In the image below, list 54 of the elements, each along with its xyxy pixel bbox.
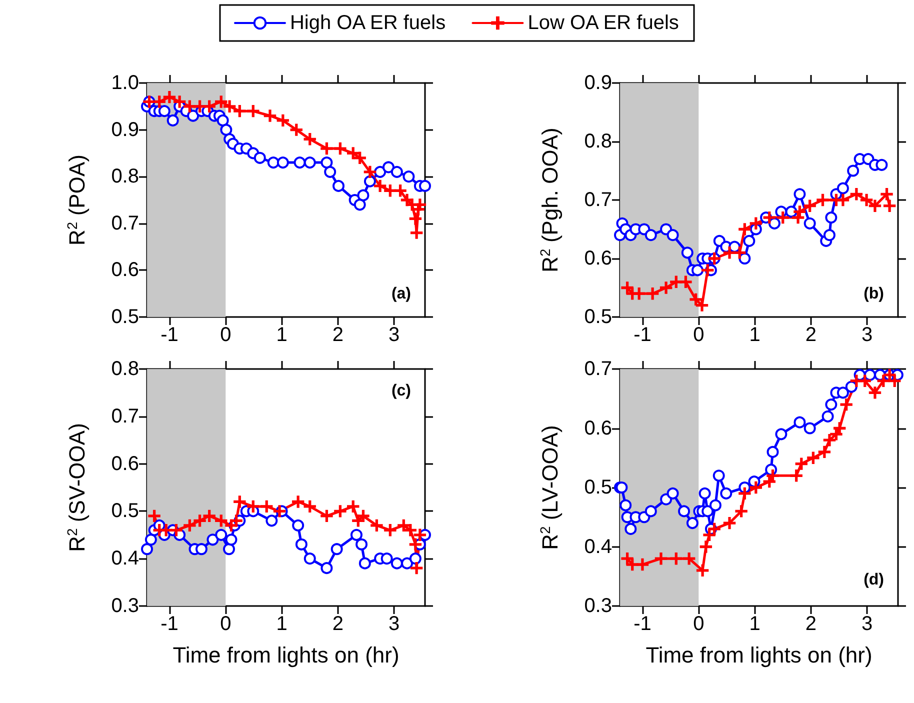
x-tick-label: 1 bbox=[749, 613, 760, 635]
y-tick-label: 0.5 bbox=[111, 500, 139, 522]
x-tick-label: 3 bbox=[388, 613, 400, 635]
annotation: (d) bbox=[864, 572, 884, 588]
y-tick-label: 0.8 bbox=[111, 166, 139, 188]
y-tick-label: 0.7 bbox=[584, 189, 612, 211]
x-tick-label: 0 bbox=[220, 324, 232, 346]
y-axis-title: R2 (SV-OOA) bbox=[64, 423, 90, 552]
y-tick-label: 0.7 bbox=[584, 358, 612, 380]
y-tick-label: 0.5 bbox=[584, 306, 612, 328]
x-tick-label: 0 bbox=[220, 613, 232, 635]
x-tick-label: 2 bbox=[805, 613, 817, 635]
y-tick-label: 1.0 bbox=[111, 72, 139, 94]
y-tick-label: 0.6 bbox=[584, 417, 612, 440]
y-tick-label: 0.4 bbox=[111, 548, 139, 570]
x-tick-label: 0 bbox=[693, 324, 704, 346]
x-tick-label: 2 bbox=[805, 324, 817, 346]
x-tick-label: 1 bbox=[276, 613, 288, 635]
y-tick-label: 0.5 bbox=[111, 306, 139, 328]
y-tick-label: 0.6 bbox=[584, 248, 612, 270]
x-tick-label: -1 bbox=[634, 613, 652, 635]
y-tick-label: 0.7 bbox=[111, 212, 139, 234]
annotation: (a) bbox=[391, 286, 411, 302]
y-tick-label: 0.6 bbox=[111, 452, 139, 475]
x-tick-label: 3 bbox=[862, 613, 873, 635]
x-tick-label: 1 bbox=[749, 324, 760, 346]
y-axis-title: R2 (POA) bbox=[64, 154, 90, 246]
legend-label: Low OA ER fuels bbox=[528, 12, 679, 34]
y-tick-label: 0.8 bbox=[584, 130, 612, 152]
x-tick-label: 0 bbox=[693, 613, 704, 635]
y-tick-label: 0.6 bbox=[111, 259, 139, 282]
x-tick-label: 3 bbox=[862, 324, 873, 346]
x-tick-label: 2 bbox=[332, 324, 344, 346]
x-tick-label: 1 bbox=[276, 324, 288, 346]
y-tick-label: 0.7 bbox=[111, 405, 139, 428]
y-tick-label: 0.5 bbox=[584, 476, 612, 498]
annotation: (c) bbox=[391, 382, 411, 400]
x-tick-label: -1 bbox=[160, 324, 178, 346]
y-tick-label: 0.8 bbox=[111, 358, 139, 380]
y-axis-title: R2 (Pgh. OOA) bbox=[537, 128, 562, 272]
annotation: (b) bbox=[864, 286, 884, 302]
y-axis-title: R2 (LV-OOA) bbox=[537, 425, 562, 550]
x-tick-label: 3 bbox=[388, 324, 400, 346]
y-tick-label: 0.9 bbox=[584, 72, 612, 94]
y-tick-label: 0.4 bbox=[584, 536, 612, 558]
y-tick-label: 0.9 bbox=[111, 118, 139, 141]
y-tick-label: 0.3 bbox=[584, 595, 612, 617]
x-tick-label: -1 bbox=[160, 613, 178, 635]
x-axis-title: Time from lights on (hr) bbox=[646, 642, 872, 668]
x-tick-label: -1 bbox=[634, 324, 652, 346]
legend-label: High OA ER fuels bbox=[290, 12, 446, 34]
x-axis-title: Time from lights on (hr) bbox=[172, 642, 400, 668]
x-tick-label: 2 bbox=[332, 613, 344, 635]
y-tick-label: 0.3 bbox=[111, 595, 139, 617]
